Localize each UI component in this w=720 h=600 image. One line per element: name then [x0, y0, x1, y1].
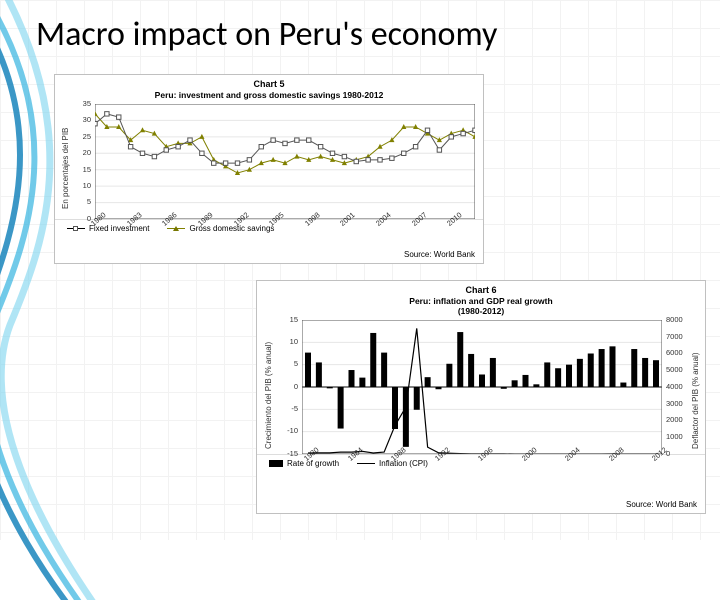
chart5-ytick: 25 — [83, 132, 91, 141]
chart5-ytick: 5 — [87, 197, 91, 206]
chart5-legend-savings: Gross domestic savings — [167, 224, 274, 233]
chart5-ylabel: En porcentajes del PIB — [61, 114, 70, 209]
chart5-source: Source: World Bank — [404, 250, 475, 259]
chart6-legend-line-label: Inflation (CPI) — [379, 459, 428, 468]
chart5-title: Peru: investment and gross domestic savi… — [55, 90, 483, 100]
chart5-ytick: 20 — [83, 148, 91, 157]
chart6-ytick-left: 5 — [294, 359, 298, 368]
chart6-ytick-right: 1000 — [666, 432, 683, 441]
chart6-ytick-left: 15 — [290, 315, 298, 324]
chart6-ytick-right: 2000 — [666, 415, 683, 424]
chart5-panel: Chart 5 Peru: investment and gross domes… — [54, 74, 484, 264]
slide-title: Macro impact on Peru's economy — [36, 14, 497, 55]
chart6-header: Chart 6 — [257, 281, 705, 296]
chart6-title: Peru: inflation and GDP real growth — [257, 296, 705, 306]
chart5-ytick: 15 — [83, 165, 91, 174]
chart6-plot: Crecimiento del PIB (% anual)Deflactor d… — [302, 320, 662, 454]
chart6-title2: (1980-2012) — [257, 306, 705, 316]
chart5-ytick: 35 — [83, 99, 91, 108]
chart6-legend-bar: Rate of growth — [269, 459, 339, 468]
chart6-panel: Chart 6 Peru: inflation and GDP real gro… — [256, 280, 706, 514]
chart6-ytick-left: 0 — [294, 382, 298, 391]
chart6-ytick-right: 6000 — [666, 348, 683, 357]
chart6-ytick-left: -5 — [291, 404, 298, 413]
chart6-ylabel-left: Crecimiento del PIB (% anual) — [264, 325, 273, 449]
chart6-legend-bar-label: Rate of growth — [287, 459, 339, 468]
chart6-source: Source: World Bank — [626, 500, 697, 509]
chart5-legend-fixed: Fixed investment — [67, 224, 149, 233]
chart6-ytick-right: 5000 — [666, 365, 683, 374]
chart6-ytick-right: 8000 — [666, 315, 683, 324]
chart5-plot: En porcentajes del PIB051015202530351980… — [95, 104, 475, 219]
chart6-ytick-right: 7000 — [666, 332, 683, 341]
chart6-ylabel-right: Deflactor del PIB (% anual) — [691, 325, 700, 449]
chart6-ytick-left: -15 — [287, 449, 298, 458]
chart6-ytick-right: 4000 — [666, 382, 683, 391]
chart6-ytick-left: 10 — [290, 337, 298, 346]
chart5-ytick: 30 — [83, 115, 91, 124]
chart6-ytick-right: 3000 — [666, 399, 683, 408]
chart5-header: Chart 5 — [55, 75, 483, 90]
chart6-ytick-left: -10 — [287, 426, 298, 435]
chart5-ytick: 10 — [83, 181, 91, 190]
